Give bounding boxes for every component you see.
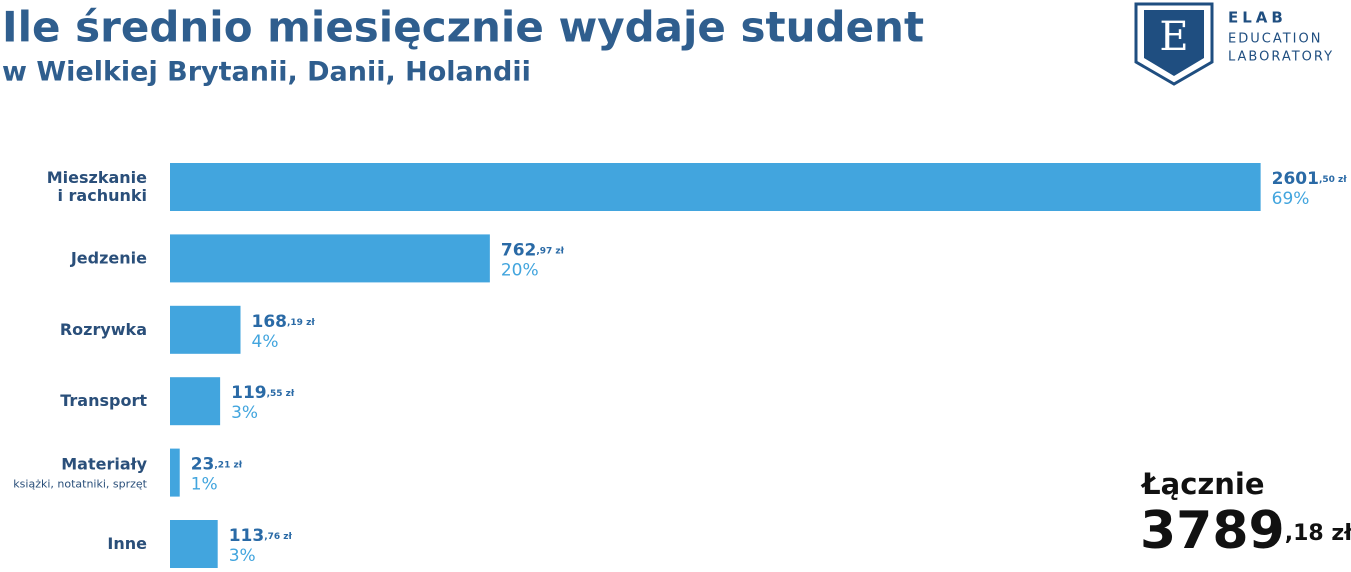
bar — [170, 377, 221, 426]
chart-subtitle: w Wielkiej Brytanii, Danii, Holandii — [2, 57, 531, 88]
chart-title: Ile średnio miesięcznie wydaje student — [2, 3, 924, 52]
share-label: 4% — [252, 332, 279, 352]
category-label: Inne — [107, 534, 147, 553]
category-note: książki, notatniki, sprzęt — [13, 478, 147, 491]
share-label: 1% — [191, 475, 218, 495]
logo-text: ELAB — [1228, 9, 1287, 27]
category-label: Transport — [60, 391, 147, 410]
value-label: 762,97 zł — [501, 240, 565, 260]
total-value: 3789,18 zł — [1140, 501, 1351, 561]
bar — [170, 234, 490, 283]
bar — [170, 305, 241, 354]
value-label: 119,55 zł — [231, 383, 295, 403]
logo-shield-inner — [1144, 10, 1204, 76]
bar — [170, 163, 1261, 211]
category-label: Jedzenie — [70, 248, 147, 267]
value-label: 168,19 zł — [252, 312, 316, 332]
share-label: 3% — [229, 546, 256, 566]
logo-letter: E — [1159, 14, 1188, 60]
share-label: 3% — [231, 403, 258, 423]
category-label: Mieszkanie i rachunki — [47, 168, 147, 205]
logo-text: EDUCATION — [1228, 32, 1322, 47]
share-label: 69% — [1272, 189, 1310, 209]
value-label: 2601,50 zł — [1272, 169, 1348, 189]
share-label: 20% — [501, 260, 539, 280]
category-label: Materiały — [61, 454, 147, 473]
logo-text: LABORATORY — [1228, 50, 1334, 65]
bar — [170, 520, 218, 568]
total-label: Łącznie — [1140, 467, 1265, 501]
logo: E ELAB EDUCATION LABORATORY — [1134, 2, 1334, 86]
value-label: 23,21 zł — [191, 455, 243, 475]
category-label: Rozrywka — [60, 319, 147, 338]
value-label: 113,76 zł — [229, 526, 293, 546]
bar — [170, 448, 180, 497]
